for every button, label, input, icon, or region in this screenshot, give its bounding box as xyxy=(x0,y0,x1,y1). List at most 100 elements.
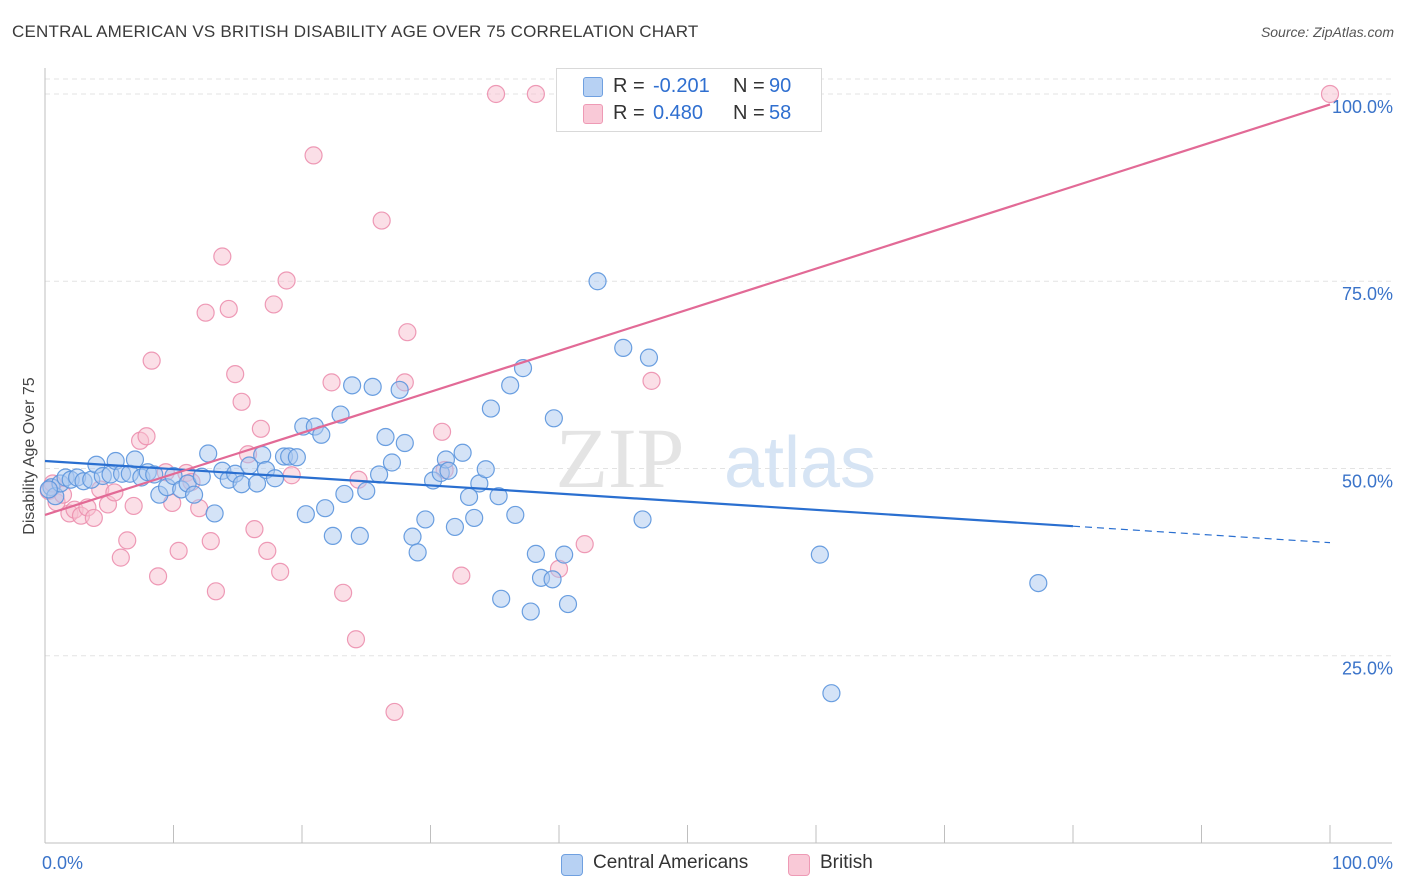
legend-label: Central Americans xyxy=(593,852,749,873)
gridlines xyxy=(45,78,1392,657)
central-american-point xyxy=(199,444,218,463)
british-point xyxy=(148,567,168,586)
central-american-point xyxy=(543,570,562,589)
r-label: R = xyxy=(613,102,645,124)
british-point xyxy=(385,702,404,722)
central-american-point xyxy=(526,544,545,563)
r-value: -0.201 xyxy=(653,75,710,97)
british-point xyxy=(137,427,156,446)
axes xyxy=(44,68,1392,844)
british-point xyxy=(206,582,226,601)
british-point xyxy=(226,365,245,384)
source-label: Source: ZipAtlas.com xyxy=(1260,24,1394,40)
n-label: N = xyxy=(733,75,765,97)
british-point xyxy=(304,146,323,165)
central-american-point xyxy=(184,485,204,504)
central-american-point xyxy=(558,594,578,614)
central-american-point xyxy=(489,487,508,506)
central-american-point xyxy=(506,505,525,525)
british-point xyxy=(213,247,232,266)
x-tick-label: 0.0% xyxy=(42,853,83,873)
central-american-point xyxy=(125,450,145,469)
central-american-point xyxy=(316,499,335,518)
n-label: N = xyxy=(733,102,765,124)
british-point xyxy=(142,351,161,370)
pink-swatch-icon xyxy=(583,104,603,124)
central-american-point xyxy=(639,348,659,367)
central-american-point xyxy=(335,484,354,504)
central-american-point xyxy=(370,465,389,484)
central-american-point xyxy=(439,461,458,480)
british-trend-line xyxy=(44,103,1331,516)
central-american-point xyxy=(363,377,382,396)
central-american-point xyxy=(323,526,342,546)
y-tick-label: 75.0% xyxy=(1342,284,1393,304)
central-american-point xyxy=(633,510,652,529)
x-tick-label: 100.0% xyxy=(1332,853,1393,873)
central-american-point xyxy=(465,508,484,528)
british-point xyxy=(642,371,661,390)
british-point xyxy=(432,422,452,441)
british-point xyxy=(124,496,143,516)
british-point xyxy=(118,531,137,550)
british-point xyxy=(575,535,594,554)
central-american-point xyxy=(350,526,369,546)
chart-title: CENTRAL AMERICAN VS BRITISH DISABILITY A… xyxy=(12,22,699,41)
british-point xyxy=(346,630,366,649)
central-americans-trend-line xyxy=(44,459,1074,528)
british-point xyxy=(452,566,471,585)
n-value: 90 xyxy=(769,75,792,97)
y-tick-label: 50.0% xyxy=(1342,471,1393,491)
central-american-point xyxy=(810,545,829,564)
british-point xyxy=(277,271,296,290)
central-american-point xyxy=(192,467,211,486)
central-american-point xyxy=(492,589,511,608)
british-point xyxy=(264,295,283,314)
tick-labels: 25.0% 50.0% 75.0% 100.0% 0.0% 100.0% xyxy=(42,97,1393,873)
central-american-point xyxy=(343,376,362,395)
central-american-point xyxy=(253,445,272,465)
watermark-atlas: atlas xyxy=(724,423,876,503)
british-point xyxy=(398,323,417,342)
central-american-point xyxy=(287,448,306,467)
blue-swatch-icon xyxy=(583,77,603,97)
british-point xyxy=(201,532,220,551)
y-axis-label: Disability Age Over 75 xyxy=(21,377,38,535)
watermark-zip: ZIP xyxy=(556,410,685,506)
central-american-point xyxy=(555,545,574,564)
central-american-point xyxy=(408,543,427,562)
central-american-point xyxy=(614,338,633,357)
british-point xyxy=(219,299,238,319)
central-american-point xyxy=(265,469,285,488)
blue-swatch-icon xyxy=(561,854,583,876)
r-value: 0.480 xyxy=(653,102,704,124)
legend-label: British xyxy=(820,852,873,873)
british-point xyxy=(169,541,188,560)
british-point xyxy=(196,303,215,322)
central-american-point xyxy=(403,527,422,546)
n-value: 58 xyxy=(769,102,792,124)
central-american-point xyxy=(481,399,500,418)
data-points xyxy=(39,84,1340,722)
british-point xyxy=(1320,84,1340,104)
british-point xyxy=(322,373,341,392)
british-point xyxy=(232,392,251,411)
british-point xyxy=(245,520,264,539)
british-point xyxy=(486,84,506,104)
british-point xyxy=(334,583,353,602)
british-point xyxy=(271,562,290,581)
central-american-point xyxy=(416,510,435,529)
y-tick-label: 100.0% xyxy=(1332,97,1393,117)
y-tick-label: 25.0% xyxy=(1342,659,1393,679)
central-american-point xyxy=(521,602,540,621)
central-american-point xyxy=(390,380,409,399)
british-point xyxy=(111,548,130,567)
stats-legend: R = -0.201 N = 90 R = 0.480 N = 58 xyxy=(556,68,822,132)
central-american-point xyxy=(476,460,495,479)
central-american-point xyxy=(382,453,402,472)
british-point xyxy=(258,541,277,560)
british-point xyxy=(84,508,103,528)
central-american-point xyxy=(395,433,414,453)
british-point xyxy=(251,419,270,438)
